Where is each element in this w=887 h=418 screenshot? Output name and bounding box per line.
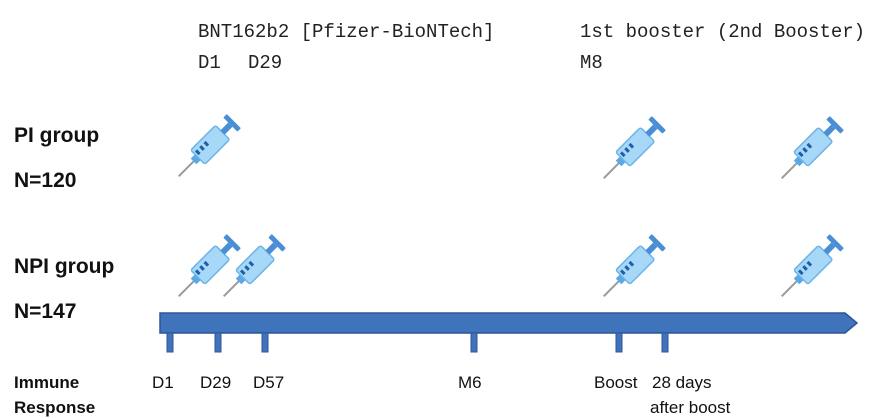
timeline-title: Immune xyxy=(14,373,79,392)
syringe xyxy=(595,115,667,187)
syringes xyxy=(170,113,845,305)
syringe xyxy=(170,233,242,305)
timepoint: D57 xyxy=(253,373,284,392)
timepoint: D1 xyxy=(152,373,174,392)
timeline-ticks xyxy=(166,332,669,353)
tick xyxy=(661,332,669,353)
tick xyxy=(470,332,478,353)
timepoint: Boost xyxy=(594,373,638,392)
tick xyxy=(214,332,222,353)
group-name: PI group xyxy=(14,124,99,147)
syringe xyxy=(773,115,845,187)
tick xyxy=(166,332,174,353)
timeline-arrow xyxy=(159,312,859,334)
syringe xyxy=(595,233,667,305)
timeline-title: Response xyxy=(14,398,95,417)
vaccine-label: BNT162b2 [Pfizer-BioNTech] xyxy=(198,21,494,43)
group-n: N=120 xyxy=(14,169,76,192)
timepoint: after boost xyxy=(650,398,731,417)
tick xyxy=(261,332,269,353)
syringe xyxy=(773,233,845,305)
group-name: NPI group xyxy=(14,255,114,278)
timepoint: 28 days xyxy=(652,373,712,392)
dose-label: D29 xyxy=(248,52,282,74)
timepoint: D29 xyxy=(200,373,231,392)
tick xyxy=(615,332,623,353)
timepoint: M6 xyxy=(458,373,482,392)
group-n: N=147 xyxy=(14,300,76,323)
syringe xyxy=(170,113,242,185)
booster-dose-label: M8 xyxy=(580,52,603,74)
booster-label: 1st booster (2nd Booster) xyxy=(580,21,865,43)
dose-label: D1 xyxy=(198,52,221,74)
